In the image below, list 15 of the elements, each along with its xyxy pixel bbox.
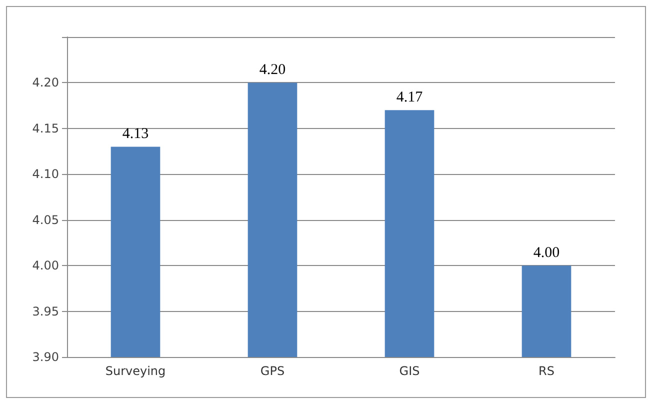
x-tick-label: Surveying	[105, 364, 166, 378]
x-tick-label: RS	[538, 364, 554, 378]
y-tick-label: 4.05	[32, 212, 59, 227]
x-tick-label: GIS	[399, 364, 420, 378]
y-tick-label: 3.95	[32, 304, 59, 318]
data-label: 4.17	[396, 90, 424, 106]
y-tick-label: 4.10	[32, 167, 59, 182]
data-label: 4.00	[533, 245, 560, 262]
y-tick-label: 4.15	[32, 121, 59, 136]
data-label: 4.13	[122, 126, 149, 142]
y-tick-label: 3.90	[32, 350, 59, 364]
y-tick-label: 4.00	[32, 258, 59, 273]
y-tick-label: 4.20	[32, 76, 59, 90]
data-label: 4.20	[259, 62, 286, 78]
x-tick-label: GPS	[260, 364, 285, 378]
